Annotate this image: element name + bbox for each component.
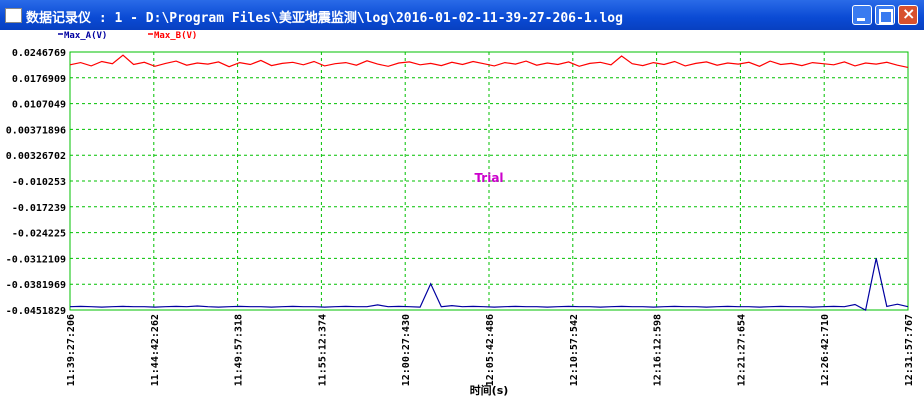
maximize-button[interactable]	[875, 5, 895, 25]
y-tick-label: 0.00371896	[6, 125, 66, 136]
x-tick-label: 12:31:57:767	[904, 314, 915, 386]
x-axis-label: 时间(s)	[470, 383, 509, 397]
x-tick-label: 11:55:12:374	[317, 314, 328, 386]
chart: 时间(s) 0.0246769 0.0176909 0.0107049 0.00371…	[0, 30, 924, 402]
series-line	[69, 54, 909, 68]
chart-background	[0, 30, 924, 402]
series-line	[69, 258, 909, 312]
x-tick-label: 11:49:57:318	[234, 314, 245, 386]
close-button[interactable]: ×	[898, 4, 918, 25]
y-tick-label: 0.0107049	[12, 100, 66, 111]
app-icon	[5, 8, 22, 23]
legend-label: Max_A(V)	[64, 31, 107, 41]
annotation: Trial	[474, 171, 503, 185]
x-tick-label: 12:16:12:598	[653, 314, 664, 386]
y-tick-label: -0.0451829	[6, 306, 66, 317]
y-tick-label: 0.0246769	[12, 48, 66, 59]
x-tick-label: 12:00:27:430	[401, 314, 412, 386]
x-tick-label: 11:39:27:206	[66, 314, 77, 386]
x-tick-label: 12:05:42:486	[485, 314, 496, 386]
x-tick-label: 12:10:57:542	[569, 314, 580, 386]
minimize-button[interactable]	[852, 5, 872, 25]
window-title: 数据记录仪 : 1 - D:\Program Files\美亚地震监测\log\…	[26, 11, 623, 26]
y-tick-label: -0.0381969	[6, 280, 66, 291]
y-tick-label: 0.0176909	[12, 74, 66, 85]
legend-label: Max_B(V)	[154, 31, 197, 41]
y-tick-label: -0.024225	[12, 229, 66, 240]
y-tick-label: -0.017239	[12, 203, 66, 214]
x-tick-label: 12:26:42:710	[820, 314, 831, 386]
y-tick-label: -0.0312109	[6, 254, 66, 265]
x-tick-label: 12:21:27:654	[736, 314, 747, 386]
x-tick-label: 11:44:42:262	[150, 314, 161, 386]
title-bar: 数据记录仪 : 1 - D:\Program Files\美亚地震监测\log\…	[0, 0, 924, 30]
y-tick-label: 0.00326702	[6, 151, 66, 162]
y-tick-label: -0.010253	[12, 177, 66, 188]
